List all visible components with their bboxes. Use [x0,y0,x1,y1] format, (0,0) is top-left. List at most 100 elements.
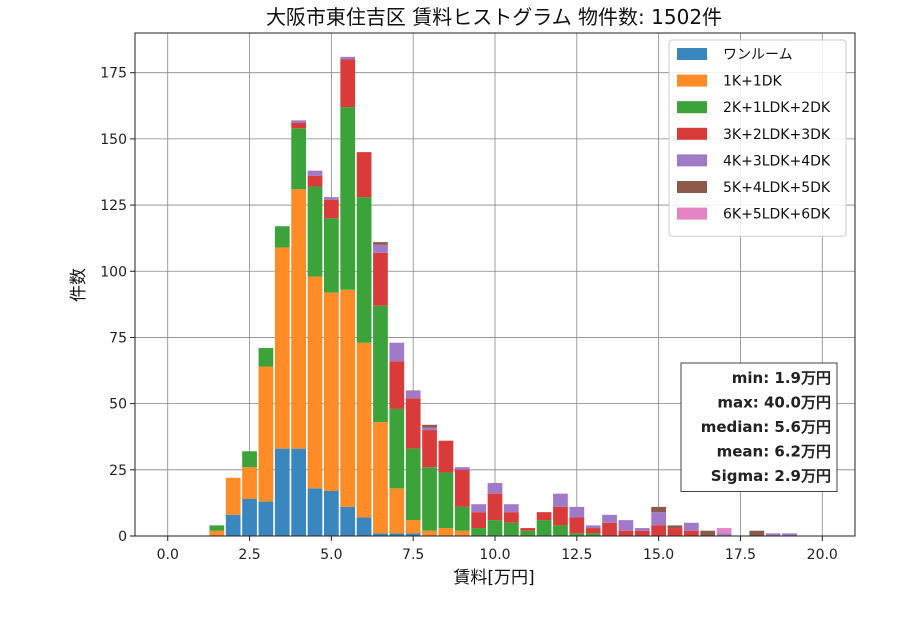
bar-segment [373,305,388,423]
bar-segment [438,472,454,529]
y-tick-label: 75 [109,330,127,346]
bar-segment [291,189,306,449]
legend-swatch [677,154,707,167]
bar-segment [405,520,421,534]
legend-swatch [677,127,707,140]
legend-label: 6K+5LDK+6DK [723,207,831,223]
bar-segment [569,506,585,518]
bar-segment [307,175,323,187]
bar-segment [487,493,503,521]
bar-segment [504,504,519,513]
bar-segment [553,506,568,526]
bar-segment [405,533,421,536]
bar-segment [684,530,699,536]
stats-line: mean: 6.2万円 [717,443,831,461]
bar-segment [585,525,601,529]
x-tick-label: 5.0 [320,547,342,563]
bar-segment [422,530,437,536]
bar-segment [569,517,585,534]
y-tick-label: 25 [109,463,127,479]
bar-segment [504,522,519,536]
bar-segment [553,493,568,507]
bar-segment [716,528,732,534]
bar-segment [373,533,388,536]
bar-segment [422,430,437,468]
bar-segment [340,107,356,290]
x-tick-label: 15.0 [643,547,674,563]
x-tick-label: 17.5 [725,547,756,563]
legend-swatch [677,101,707,114]
bar-segment [536,520,552,536]
bar-segment [209,525,225,531]
bar-segment [651,525,666,536]
bar-segment [389,533,405,536]
bar-segment [422,424,437,428]
bar-segment [667,528,683,536]
bar-segment [373,244,388,253]
bar-segment [324,292,339,491]
bar-segment [373,242,388,245]
bar-segment [291,448,306,536]
bar-segment [782,533,797,536]
legend-swatch [677,207,707,220]
bar-segment [389,408,405,489]
x-tick-label: 7.5 [402,547,424,563]
bar-segment [700,530,716,536]
stats-frame [680,362,838,492]
x-tick-label: 20.0 [807,547,838,563]
bars [209,56,797,536]
y-tick-label: 0 [118,529,127,545]
bar-segment [716,533,732,536]
bar-segment [651,512,666,526]
bar-segment [536,512,552,521]
stats-line: Sigma: 2.9万円 [711,467,831,485]
bar-segment [340,56,356,60]
bar-segment [356,517,372,536]
bar-segment [291,123,306,129]
bar-segment [209,530,225,536]
x-tick-label: 0.0 [157,547,179,563]
bar-segment [389,342,405,362]
bar-segment [291,128,306,190]
x-tick-label: 12.5 [561,547,592,563]
x-tick-label: 10.0 [479,547,510,563]
bar-segment [258,366,274,502]
y-tick-label: 150 [100,132,127,148]
legend-swatch [677,74,707,87]
bar-segment [454,467,470,470]
bar-segment [340,289,356,507]
bar-segment [373,422,388,534]
bar-segment [405,398,421,449]
bar-segment [520,530,536,536]
bar-segment [520,528,536,531]
bar-segment [356,197,372,343]
bar-segment [274,247,290,449]
bar-segment [242,467,257,499]
bar-segment [471,528,486,536]
bar-segment [291,120,306,124]
bar-segment [749,530,765,536]
x-axis-label: 賃料[万円] [453,568,534,588]
bar-segment [324,197,339,200]
bar-segment [487,520,503,536]
bar-segment [422,427,437,431]
bar-segment [242,451,257,468]
bar-segment [471,512,486,529]
bar-segment [471,504,486,513]
bar-segment [585,528,601,534]
bar-segment [225,514,241,536]
bar-segment [307,276,323,489]
y-tick-label: 175 [100,66,127,82]
bar-segment [258,348,274,367]
bar-segment [454,469,470,507]
legend-swatch [677,181,707,193]
y-axis-ticks: 0 25 50 75 100 125 150 175 [100,66,135,545]
legend-label: 3K+2LDK+3DK [723,127,831,143]
bar-segment [405,448,421,521]
bar-segment [274,226,290,248]
x-axis-ticks: 0.0 2.5 5.0 7.5 10.0 12.5 15.0 17.5 20.0 [157,536,838,563]
bar-segment [454,506,470,531]
y-tick-label: 50 [109,397,127,413]
bar-segment [324,490,339,536]
